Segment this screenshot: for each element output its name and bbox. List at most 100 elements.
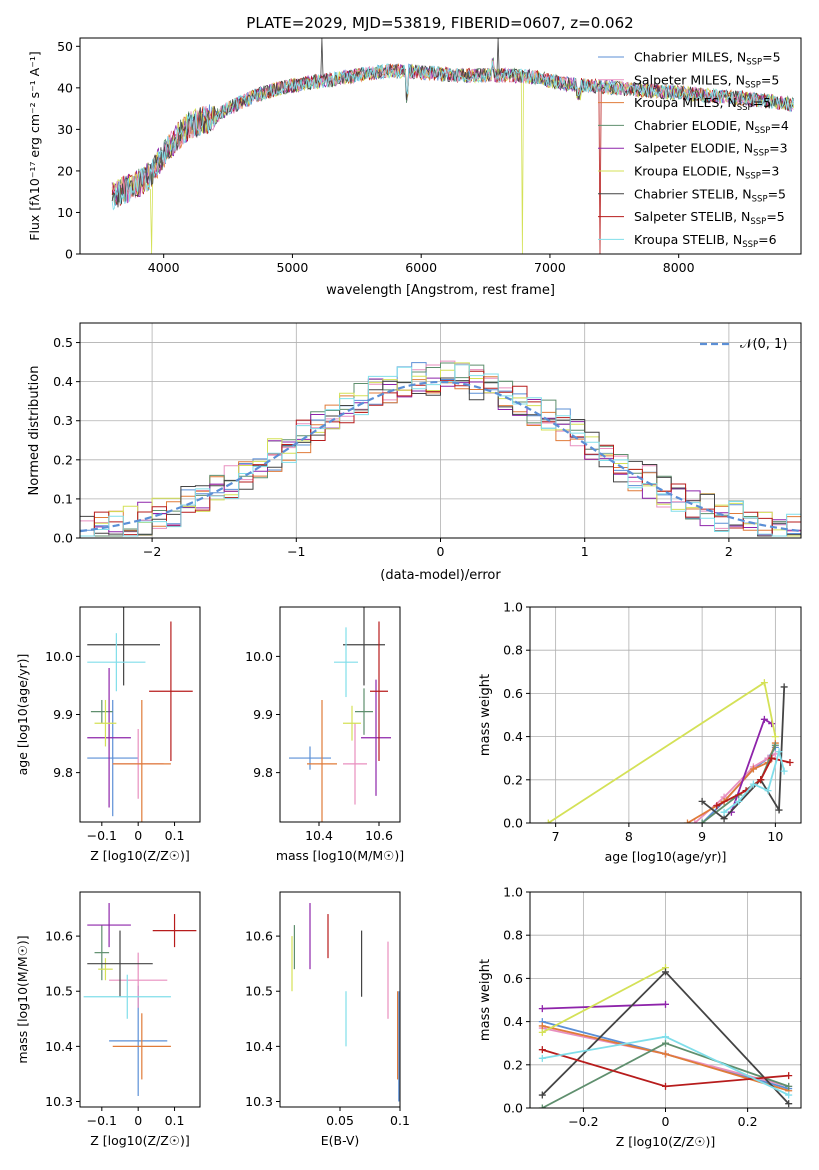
axes-frame	[79, 37, 802, 255]
legend-label: Chabrier MILES, NSSP=5	[634, 50, 781, 68]
y-tick-label: 9.9	[253, 707, 273, 722]
x-tick-label: −1	[287, 544, 305, 559]
axes-frame	[279, 891, 401, 1108]
mw-point	[698, 819, 706, 823]
mw-point	[662, 1082, 669, 1090]
y-tick-label: 0.6	[503, 686, 523, 701]
y-tick-label: 10.4	[245, 1039, 273, 1054]
mw-point	[771, 741, 779, 749]
legend-label: Kroupa ELODIE, NSSP=3	[634, 164, 779, 182]
mw-point	[662, 1033, 669, 1041]
mw-point	[713, 802, 721, 810]
errorbars	[289, 607, 391, 822]
x-tick-label: 0.1	[390, 1113, 410, 1128]
spectrum-lines	[111, 38, 794, 254]
panel-mass-vs-z: −0.1 0 0.1 10.3 10.4 10.5 10.6 Z [log10(Z/Z☉)] m…	[15, 891, 201, 1148]
x-axis-label: mass [log10(M/M☉)]	[276, 848, 404, 863]
y-tick-label: 0.8	[503, 643, 523, 658]
x-tick-label: 0	[437, 544, 445, 559]
mw-point	[538, 1104, 546, 1108]
legend-label: Salpeter ELODIE, NSSP=3	[634, 141, 788, 159]
mw-series-line	[541, 966, 666, 1034]
x-tick-label: −0.2	[568, 1114, 598, 1129]
legend-label: Kroupa STELIB, NSSP=6	[634, 232, 777, 250]
mw-point	[785, 1082, 793, 1090]
axes-frame	[79, 322, 802, 539]
mw-point	[760, 679, 768, 687]
y-axis-label: mass [log10(M/M☉)]	[15, 935, 30, 1063]
errorbars	[291, 903, 400, 1102]
mw-point	[771, 733, 779, 741]
mw-point	[683, 819, 691, 823]
x-axis-label: wavelength [Angstrom, rest frame]	[326, 283, 555, 298]
x-axis-label: Z [log10(Z/Z☉)]	[616, 1134, 716, 1149]
x-tick-label: 0	[134, 828, 142, 843]
y-tick-label: 1.0	[503, 885, 523, 900]
mw-point	[662, 968, 669, 976]
mw-point	[757, 776, 765, 784]
y-tick-label: 10.5	[45, 984, 73, 999]
mw-point	[698, 797, 706, 805]
mw-point	[785, 1100, 793, 1108]
x-tick-label: 9	[698, 829, 706, 844]
y-tick-label: 0.4	[53, 374, 73, 389]
x-tick-label: 6000	[405, 260, 437, 275]
x-tick-label: 7000	[534, 260, 566, 275]
y-axis-label: mass weight	[478, 674, 493, 756]
y-tick-label: 9.8	[253, 765, 273, 780]
mw-point	[785, 1091, 793, 1099]
axes-frame	[529, 891, 802, 1109]
axes-frame	[529, 606, 802, 824]
y-tick-label: 0.2	[53, 452, 73, 467]
y-tick-label: 40	[57, 80, 73, 95]
mw-point	[720, 808, 728, 816]
hist-step	[80, 370, 801, 537]
mw-point	[764, 787, 772, 795]
axes-frame	[279, 606, 401, 823]
mw-point	[538, 1054, 546, 1062]
x-tick-label: 10.4	[305, 828, 333, 843]
mw-point	[662, 1039, 669, 1047]
hist-lines	[80, 360, 801, 537]
axes-frame	[79, 606, 201, 823]
legend-label: Salpeter MILES, NSSP=5	[634, 72, 779, 90]
mw-series-line	[723, 748, 786, 813]
legend-label: Salpeter STELIB, NSSP=5	[634, 209, 785, 227]
mw-point	[786, 759, 794, 767]
panel-mass-vs-ebv: 0.05 0.1 10.3 10.4 10.5 10.6 E(B-V)	[245, 891, 410, 1148]
y-axis-label: mass weight	[478, 959, 493, 1041]
spectrum-line	[111, 61, 794, 211]
y-tick-label: 10.0	[245, 649, 273, 664]
x-tick-label: 2	[725, 544, 733, 559]
y-tick-label: 10.3	[45, 1094, 73, 1109]
figure-title: PLATE=2029, MJD=53819, FIBERID=0607, z=0…	[246, 14, 633, 32]
mw-point	[749, 780, 757, 788]
y-axis-label: Flux [fλ10⁻¹⁷ erg cm⁻² s⁻¹ A⁻¹]	[27, 51, 42, 240]
mw-point	[662, 1050, 669, 1058]
x-tick-label: −0.1	[87, 828, 117, 843]
x-tick-label: 4000	[148, 260, 180, 275]
y-tick-label: 10.4	[45, 1039, 73, 1054]
mw-point	[785, 1072, 793, 1080]
mw-series-line	[542, 1003, 666, 1010]
mw-point	[749, 765, 757, 773]
hist-step	[80, 364, 801, 537]
x-axis-label: Z [log10(Z/Z☉)]	[90, 848, 190, 863]
panel-age-vs-mass: 10.4 10.6 9.8 9.9 10.0 mass [log10(M/M☉)]	[245, 606, 404, 863]
panel-histogram: −2 −1 0 1 2 0.0 0.1 0.2 0.3 0.4 0.5 (data-model)/er…	[27, 322, 802, 583]
y-tick-label: 0.4	[503, 1014, 523, 1029]
mw-point	[780, 683, 788, 691]
y-tick-label: 0.8	[503, 928, 523, 943]
x-tick-label: 7	[552, 829, 560, 844]
y-tick-label: 0.0	[503, 1101, 523, 1116]
y-axis-label: age [log10(age/yr)]	[15, 654, 30, 776]
x-tick-label: −2	[143, 544, 161, 559]
y-tick-label: 20	[57, 163, 73, 178]
y-tick-label: 0	[65, 247, 73, 262]
y-tick-label: 10.6	[45, 929, 73, 944]
y-tick-label: 0.3	[53, 413, 73, 428]
y-tick-label: 9.8	[53, 765, 73, 780]
y-tick-label: 0.5	[53, 335, 73, 350]
x-axis-label: E(B-V)	[321, 1133, 360, 1148]
